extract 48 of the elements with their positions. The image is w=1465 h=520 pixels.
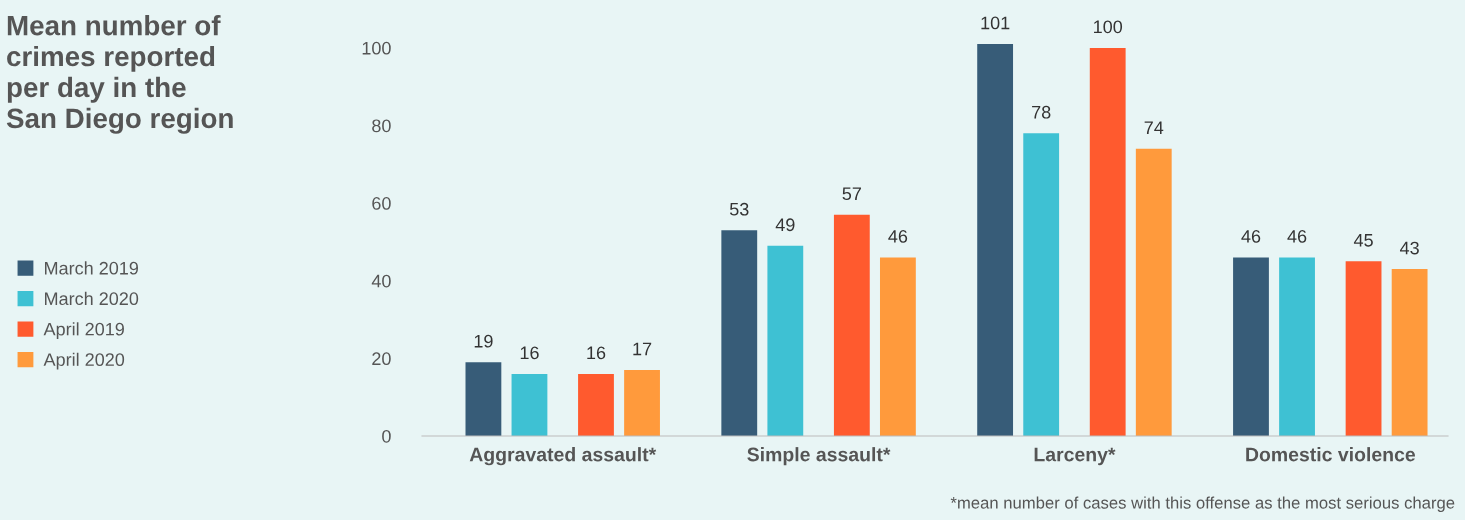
data-label: 53 bbox=[729, 202, 749, 216]
data-label: 101 bbox=[981, 16, 1010, 30]
text: *mean number of cases with this offense as the most serious charge bbox=[950, 496, 1455, 512]
bar bbox=[833, 214, 870, 436]
bar bbox=[465, 362, 502, 436]
y-tick-label: 100 bbox=[362, 41, 391, 55]
legend-label: March 2020 bbox=[45, 291, 139, 306]
y-tick-label: 0 bbox=[382, 429, 391, 443]
bar bbox=[721, 230, 758, 436]
legend-label: April 2020 bbox=[43, 352, 125, 370]
y-tick-label: 20 bbox=[372, 352, 391, 366]
data-label: 17 bbox=[633, 342, 652, 356]
bar bbox=[1345, 261, 1382, 436]
bar bbox=[767, 245, 804, 436]
legend-label: April 2019 bbox=[43, 322, 124, 340]
y-tick-label: 80 bbox=[372, 119, 391, 133]
x-tick-label: Domestic violence bbox=[1246, 447, 1416, 462]
data-label: 19 bbox=[474, 334, 493, 348]
data-label: 16 bbox=[587, 346, 606, 360]
x-tick-label: Simple assault* bbox=[747, 447, 891, 466]
data-label: 100 bbox=[1094, 20, 1123, 34]
x-tick-label: Aggravated assault* bbox=[469, 447, 657, 466]
y-tick-label: 60 bbox=[372, 197, 391, 210]
data-label: 57 bbox=[842, 187, 861, 201]
bar bbox=[1279, 257, 1315, 436]
data-label: 49 bbox=[775, 218, 795, 232]
bar bbox=[1023, 133, 1060, 436]
data-label: 46 bbox=[888, 230, 908, 243]
bar bbox=[1135, 148, 1172, 436]
text: Mean number of crimes reported per day in the San Diego region bbox=[6, 15, 233, 134]
legend-label: March 2019 bbox=[45, 261, 139, 275]
bar bbox=[624, 370, 660, 436]
y-tick-label: 40 bbox=[371, 274, 391, 288]
bar bbox=[511, 373, 548, 436]
data-label: 46 bbox=[1287, 230, 1307, 243]
bar bbox=[1089, 47, 1126, 436]
bar bbox=[1233, 257, 1269, 436]
bar bbox=[578, 373, 614, 436]
data-label: 78 bbox=[1032, 105, 1051, 119]
data-label: 43 bbox=[1399, 241, 1419, 255]
bar bbox=[1391, 269, 1428, 436]
data-label: 45 bbox=[1353, 234, 1373, 247]
data-label: 16 bbox=[520, 346, 539, 360]
x-tick-label: Larceny* bbox=[1034, 447, 1116, 466]
bar bbox=[879, 257, 916, 436]
bar bbox=[977, 44, 1014, 436]
data-label: 46 bbox=[1241, 230, 1261, 243]
data-label: 74 bbox=[1144, 121, 1164, 134]
